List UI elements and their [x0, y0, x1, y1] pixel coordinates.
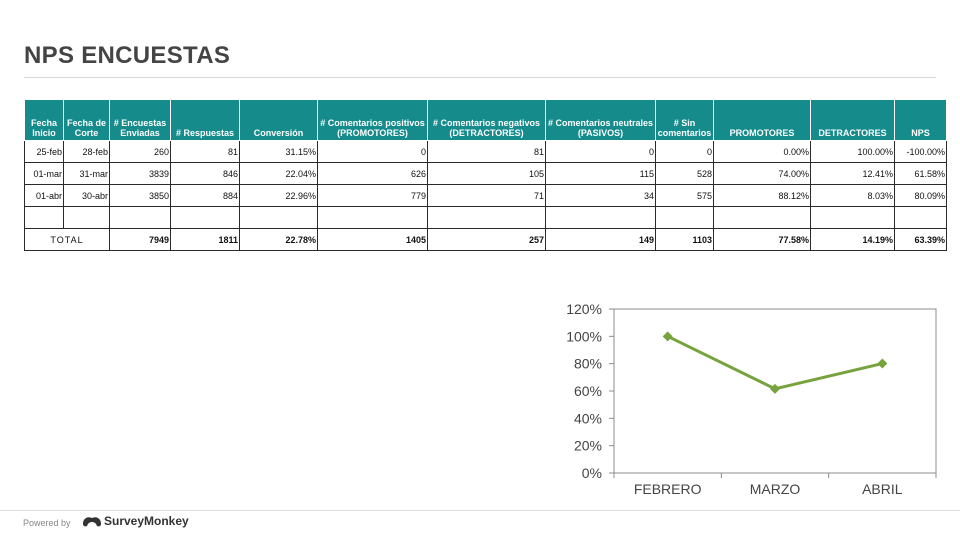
total-cell: 1811 [170, 228, 240, 251]
x-tick-label: ABRIL [862, 481, 903, 497]
table-cell: 80.09% [894, 184, 947, 207]
col-conversion: Conversión [239, 99, 318, 141]
table-row: 01-abr 30-abr 3850 884 22.96% 779 71 34 … [24, 184, 947, 207]
table-cell: 81 [427, 140, 546, 163]
total-cell: 149 [545, 228, 656, 251]
table-cell: 61.58% [894, 162, 947, 185]
table-cell: 74.00% [713, 162, 811, 185]
total-cell: 1103 [655, 228, 714, 251]
table-cell: 100.00% [810, 140, 895, 163]
col-promotores: PROMOTORES [713, 99, 811, 141]
total-cell: 14.19% [810, 228, 895, 251]
table-cell: 31.15% [239, 140, 318, 163]
data-point-marker [877, 358, 888, 369]
col-fecha-corte: Fecha de Corte [63, 99, 110, 141]
table-cell: 01-abr [24, 184, 64, 207]
table-row-empty [24, 206, 947, 229]
table-cell: 88.12% [713, 184, 811, 207]
table-total-row: TOTAL 7949 1811 22.78% 1405 257 149 1103… [24, 228, 947, 251]
table-cell: 8.03% [810, 184, 895, 207]
table-cell: 779 [317, 184, 428, 207]
table-cell: 71 [427, 184, 546, 207]
total-cell: 63.39% [894, 228, 947, 251]
table-cell: 105 [427, 162, 546, 185]
total-cell: 257 [427, 228, 546, 251]
col-comentarios-neutrales: # Comentarios neutrales (PASIVOS) [545, 99, 656, 141]
total-cell: 77.58% [713, 228, 811, 251]
table-cell: 3839 [109, 162, 171, 185]
nps-table: Fecha Inicio Fecha de Corte # Encuestas … [24, 99, 947, 251]
table-cell: 25-feb [24, 140, 64, 163]
total-cell: 7949 [109, 228, 171, 251]
table-cell: 115 [545, 162, 656, 185]
col-sin-comentarios: # Sin comentarios [655, 99, 714, 141]
page-title: NPS ENCUESTAS [24, 42, 231, 69]
table-cell: 0 [317, 140, 428, 163]
x-tick-label: FEBRERO [634, 481, 702, 497]
brand-name: SurveyMonkey [104, 514, 189, 528]
table-cell: 626 [317, 162, 428, 185]
surveymonkey-logo-icon [83, 517, 101, 527]
series-line [667, 334, 883, 391]
table-cell: 22.04% [239, 162, 318, 185]
table-cell: 30-abr [63, 184, 110, 207]
y-tick-label: 20% [574, 438, 602, 454]
table-cell: -100.00% [894, 140, 947, 163]
col-fecha-inicio: Fecha Inicio [24, 99, 64, 141]
y-tick-label: 0% [582, 465, 602, 481]
y-tick-label: 60% [574, 383, 602, 399]
table-cell: 0 [545, 140, 656, 163]
y-tick-label: 80% [574, 356, 602, 372]
total-cell: 1405 [317, 228, 428, 251]
table-cell: 81 [170, 140, 240, 163]
col-encuestas-enviadas: # Encuestas Enviadas [109, 99, 171, 141]
col-comentarios-positivos: # Comentarios positivos (PROMOTORES) [317, 99, 428, 141]
table-cell: 0 [655, 140, 714, 163]
table-cell: 12.41% [810, 162, 895, 185]
col-nps: NPS [894, 99, 947, 141]
table-row: 01-mar 31-mar 3839 846 22.04% 626 105 11… [24, 162, 947, 185]
table-cell: 22.96% [239, 184, 318, 207]
footer-divider [0, 510, 960, 511]
col-respuestas: # Respuestas [170, 99, 240, 141]
data-point-marker [770, 383, 780, 394]
total-label: TOTAL [24, 228, 110, 251]
table-cell: 01-mar [24, 162, 64, 185]
table-cell: 260 [109, 140, 171, 163]
title-divider [24, 77, 936, 78]
table-cell: 884 [170, 184, 240, 207]
data-point-marker [662, 331, 673, 342]
y-tick-label: 100% [566, 328, 602, 344]
table-cell: 3850 [109, 184, 171, 207]
table-row: 25-feb 28-feb 260 81 31.15% 0 81 0 0 0.0… [24, 140, 947, 163]
table-header-row: Fecha Inicio Fecha de Corte # Encuestas … [24, 99, 947, 141]
table-cell: 575 [655, 184, 714, 207]
y-tick-label: 120% [566, 301, 602, 317]
total-cell: 22.78% [239, 228, 318, 251]
table-cell: 34 [545, 184, 656, 207]
x-tick-label: MARZO [750, 481, 801, 497]
table-cell: 528 [655, 162, 714, 185]
table-cell: 28-feb [63, 140, 110, 163]
nps-line-chart: 0% 20% 40% 60% 80% 100% 120% FEBRERO MARZO ABRIL [566, 301, 937, 497]
y-tick-label: 40% [574, 410, 602, 426]
table-cell: 846 [170, 162, 240, 185]
col-comentarios-negativos: # Comentarios negativos (DETRACTORES) [427, 99, 546, 141]
table-cell: 0.00% [713, 140, 811, 163]
powered-by-label: Powered by [23, 518, 71, 528]
col-detractores: DETRACTORES [810, 99, 895, 141]
table-cell: 31-mar [63, 162, 110, 185]
